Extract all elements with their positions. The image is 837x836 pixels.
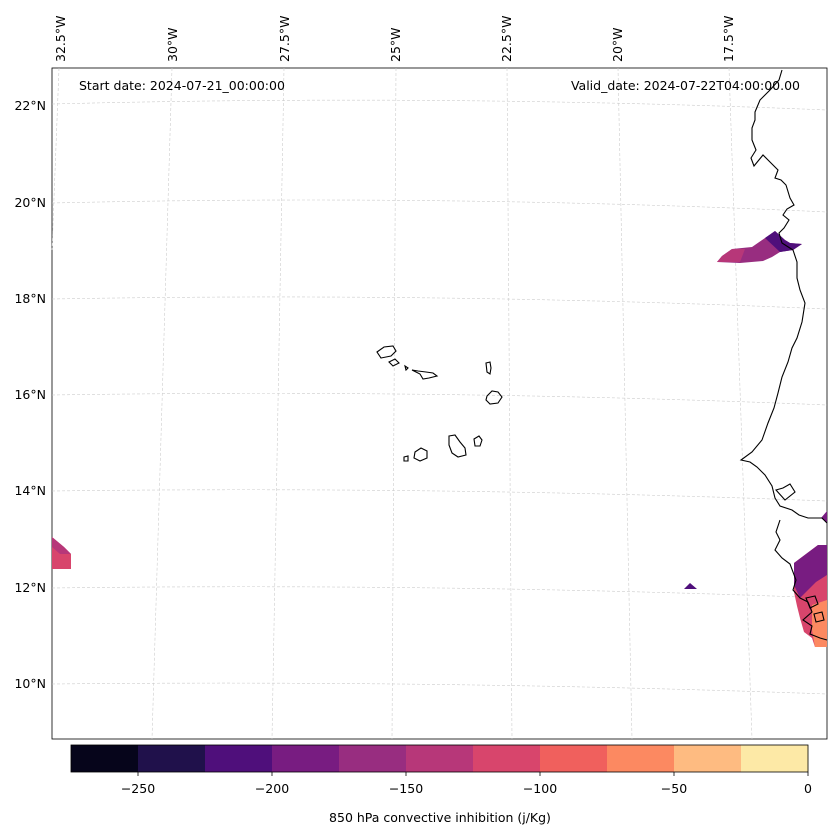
longitude-labels: 32.5°W 30°W 27.5°W 25°W 22.5°W 20°W 17.5… xyxy=(53,16,736,62)
colorbar-label: 850 hPa convective inhibition (j/Kg) xyxy=(329,810,551,825)
island-maio xyxy=(473,435,483,447)
cin-patch-north-coast-dark xyxy=(765,231,802,252)
gridlines xyxy=(51,67,828,740)
map-frame xyxy=(51,67,828,740)
island-sal xyxy=(485,361,492,375)
lon-label: 20°W xyxy=(610,27,625,62)
africa-coastline xyxy=(739,69,828,524)
colorbar-tick-label: −200 xyxy=(255,781,289,796)
island-sao-vicente xyxy=(388,358,400,367)
colorbar-segment xyxy=(540,745,608,772)
coastlines xyxy=(739,69,828,641)
cape-verde-islands xyxy=(376,345,503,462)
lon-label: 30°W xyxy=(165,27,180,62)
colorbar-segment xyxy=(473,745,541,772)
colorbar-segment xyxy=(71,745,139,772)
lon-label: 27.5°W xyxy=(277,16,292,62)
colorbar-segment xyxy=(741,745,809,772)
colorbar-tick-label: −100 xyxy=(523,781,557,796)
valid-date-label: Valid_date: 2024-07-22T04:00:00.00 xyxy=(571,78,800,93)
lat-label: 20°N xyxy=(14,195,46,210)
colorbar-tick-label: 0 xyxy=(804,781,812,796)
colorbar-segment xyxy=(138,745,206,772)
lon-label: 32.5°W xyxy=(53,16,68,62)
latitude-labels: 22°N 20°N 18°N 16°N 14°N 12°N 10°N xyxy=(14,98,46,691)
colorbar-segment xyxy=(674,745,742,772)
colorbar-ticks: −250 −200 −150 −100 −50 0 xyxy=(121,781,812,796)
colorbar-segment xyxy=(406,745,474,772)
island-boa-vista xyxy=(485,390,503,405)
colorbar-segment xyxy=(205,745,273,772)
lon-label: 25°W xyxy=(388,27,403,62)
cin-patch-south-coast-dark xyxy=(794,545,827,598)
colorbar-segment xyxy=(607,745,675,772)
island-sao-nicolau xyxy=(411,369,439,380)
cin-patch-west-edge-dark xyxy=(52,537,71,554)
lat-label: 22°N xyxy=(14,98,46,113)
lat-label: 16°N xyxy=(14,387,46,402)
colorbar xyxy=(70,744,809,776)
lat-label: 10°N xyxy=(14,676,46,691)
start-date-label: Start date: 2024-07-21_00:00:00 xyxy=(79,78,285,93)
cin-patch-south-coast-light xyxy=(812,600,827,647)
cin-patch-small-diamond xyxy=(684,583,697,589)
colorbar-tick-label: −50 xyxy=(661,781,687,796)
island-fogo xyxy=(413,447,428,462)
lon-label: 22.5°W xyxy=(499,16,514,62)
colorbar-segment xyxy=(339,745,407,772)
island-santiago xyxy=(448,434,467,458)
colorbar-tick-label: −150 xyxy=(389,781,423,796)
colorbar-segment xyxy=(272,745,340,772)
lon-label: 17.5°W xyxy=(721,16,736,62)
cin-patch-north-coast-light xyxy=(717,249,745,262)
cin-patch-east-edge xyxy=(821,511,827,523)
island-santo-antao xyxy=(376,345,397,359)
colorbar-tick-label: −250 xyxy=(121,781,155,796)
lat-label: 14°N xyxy=(14,483,46,498)
guinea-bissau-coast xyxy=(774,519,828,641)
island-brava xyxy=(403,455,409,462)
lat-label: 12°N xyxy=(14,580,46,595)
colorbar-border xyxy=(70,744,809,773)
lat-label: 18°N xyxy=(14,291,46,306)
